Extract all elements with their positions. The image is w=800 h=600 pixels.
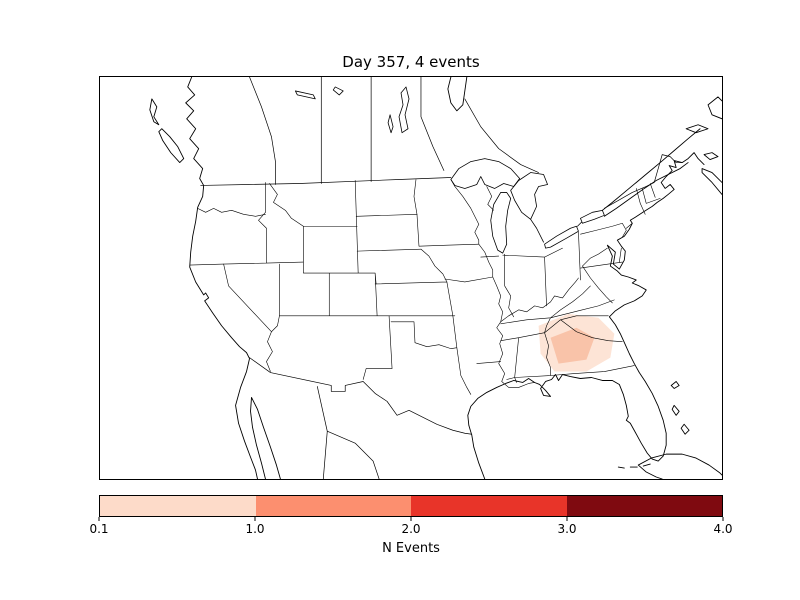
california-nevada — [223, 263, 280, 372]
colorbar-tickmark — [566, 517, 568, 521]
colorbar-segment — [566, 496, 722, 516]
lake-michigan — [490, 192, 512, 254]
gulf-atlantic-coast — [467, 152, 705, 479]
lake-huron — [510, 172, 548, 220]
lake-winnipeg — [294, 86, 410, 134]
upper-midwest — [413, 179, 500, 283]
canada-province-borders — [249, 77, 683, 209]
st-lawrence-river — [601, 128, 701, 217]
colorbar — [99, 495, 723, 517]
james-bay — [447, 77, 468, 112]
colorbar-tickmark — [410, 517, 412, 521]
northeast-states — [580, 183, 661, 304]
pacific-northwest-states — [189, 182, 304, 266]
colorbar-tick-label: 0.1 — [89, 522, 109, 536]
state-borders — [189, 179, 661, 395]
gulf-of-california-coast — [250, 396, 281, 479]
colorbar-axis-label: N Events — [382, 541, 440, 556]
colorbar-tickmark — [722, 517, 724, 521]
maritimes-coast — [685, 96, 722, 195]
plains-states — [355, 214, 502, 395]
colorbar-tick-label: 1.0 — [245, 522, 265, 536]
vancouver-island — [149, 98, 185, 164]
lake-erie — [530, 218, 579, 249]
map-axes — [99, 76, 723, 480]
us-canada-border — [200, 177, 452, 186]
colorbar-ticks: 0.1 1.0 2.0 3.0 4.0 — [89, 516, 733, 540]
colorbar-tickmark — [254, 517, 256, 521]
cuba-coast — [637, 453, 722, 479]
colorbar-tickmark — [98, 517, 100, 521]
plot-title: Day 357, 4 events — [342, 53, 480, 71]
coastlines — [149, 77, 722, 479]
lake-ontario — [577, 209, 605, 227]
pacific-coast — [185, 77, 258, 479]
great-basin-rockies — [269, 180, 456, 317]
mexico-state-lines — [316, 386, 380, 479]
southeast-states — [506, 315, 635, 383]
event-region-inner — [550, 327, 595, 364]
lake-superior — [450, 158, 521, 189]
lakes — [294, 86, 605, 254]
bahamas-islands — [670, 381, 690, 435]
colorbar-tick-label: 2.0 — [401, 522, 421, 536]
mississippi-river — [474, 223, 535, 388]
us-mexico-border — [249, 357, 473, 435]
colorbar-segment — [411, 496, 567, 516]
appalachian-states — [500, 285, 615, 341]
colorbar-segment — [100, 496, 256, 516]
international-borders — [200, 77, 683, 479]
colorbar-segment — [255, 496, 411, 516]
florida-keys — [617, 463, 651, 469]
ohio-valley — [500, 231, 581, 323]
colorbar-tick-label: 4.0 — [713, 522, 733, 536]
colorbar-tick-label: 3.0 — [557, 522, 577, 536]
us-events-map — [149, 77, 722, 479]
